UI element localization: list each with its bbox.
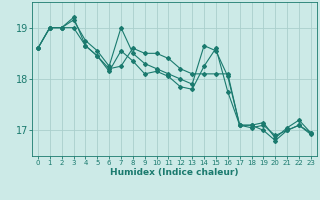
X-axis label: Humidex (Indice chaleur): Humidex (Indice chaleur) — [110, 168, 239, 177]
